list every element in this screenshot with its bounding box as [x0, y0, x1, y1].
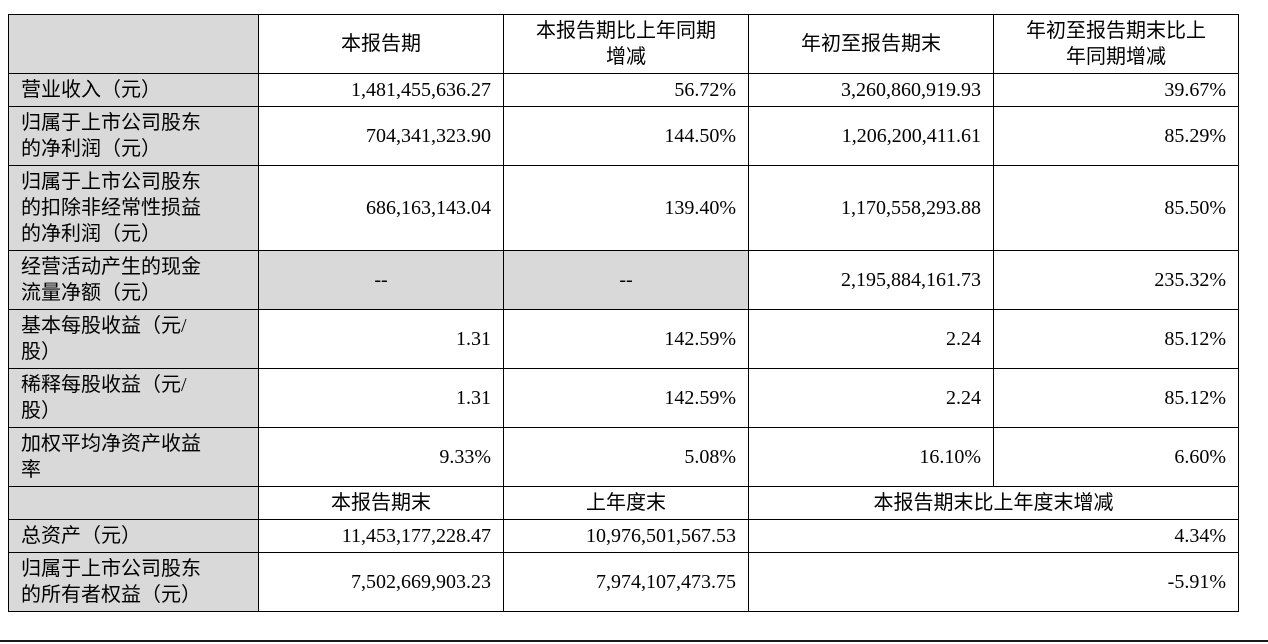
row-owners-equity: 归属于上市公司股东 的所有者权益（元） 7,502,669,903.23 7,9…: [8, 552, 1239, 612]
cell-ytd-yoy: 85.50%: [993, 165, 1239, 251]
row-operating-cash-flow: 经营活动产生的现金 流量净额（元） -- -- 2,195,884,161.73…: [8, 250, 1239, 310]
cell-current-period: 9.33%: [258, 427, 504, 487]
cell-ytd: 2.24: [748, 309, 994, 369]
cell-current-period: 1.31: [258, 368, 504, 428]
header-row-period: 本报告期 本报告期比上年同期 增减 年初至报告期末 年初至报告期末比上 年同期增…: [8, 14, 1239, 74]
row-net-profit-attributable: 归属于上市公司股东 的净利润（元） 704,341,323.90 144.50%…: [8, 106, 1239, 166]
row-label: 归属于上市公司股东 的所有者权益（元）: [8, 552, 259, 612]
row-total-assets: 总资产（元） 11,453,177,228.47 10,976,501,567.…: [8, 519, 1239, 553]
cell-ytd-yoy: 85.12%: [993, 368, 1239, 428]
row-label: 归属于上市公司股东 的净利润（元）: [8, 106, 259, 166]
row-label: 稀释每股收益（元/ 股）: [8, 368, 259, 428]
row-label: 基本每股收益（元/ 股）: [8, 309, 259, 369]
cell-current-period-yoy: 142.59%: [503, 368, 749, 428]
cell-current-period-yoy: 5.08%: [503, 427, 749, 487]
cell-ytd-yoy: 6.60%: [993, 427, 1239, 487]
row-label: 加权平均净资产收益 率: [8, 427, 259, 487]
cell-current-period: 1.31: [258, 309, 504, 369]
row-weighted-avg-roe: 加权平均净资产收益 率 9.33% 5.08% 16.10% 6.60%: [8, 427, 1239, 487]
cell-current-period: --: [258, 250, 504, 310]
cell-current-period-yoy: 142.59%: [503, 309, 749, 369]
row-basic-eps: 基本每股收益（元/ 股） 1.31 142.59% 2.24 85.12%: [8, 309, 1239, 369]
header-current-period-yoy-change: 本报告期比上年同期 增减: [503, 14, 749, 74]
cell-period-end-change: 4.34%: [748, 519, 1239, 553]
row-operating-revenue: 营业收入（元） 1,481,455,636.27 56.72% 3,260,86…: [8, 73, 1239, 107]
cell-current-period: 1,481,455,636.27: [258, 73, 504, 107]
cell-prior-year-end: 10,976,501,567.53: [503, 519, 749, 553]
corner-cell-2: [8, 486, 259, 520]
cell-ytd: 1,206,200,411.61: [748, 106, 994, 166]
row-label: 营业收入（元）: [8, 73, 259, 107]
page-bottom-rule: [0, 640, 1268, 642]
header-period-end-change: 本报告期末比上年度末增减: [748, 486, 1239, 520]
cell-period-end: 11,453,177,228.47: [258, 519, 504, 553]
cell-current-period-yoy: --: [503, 250, 749, 310]
cell-period-end-change: -5.91%: [748, 552, 1239, 612]
cell-ytd-yoy: 235.32%: [993, 250, 1239, 310]
cell-ytd: 3,260,860,919.93: [748, 73, 994, 107]
header-row-period-end: 本报告期末 上年度末 本报告期末比上年度末增减: [8, 486, 1239, 520]
header-ytd-yoy-change: 年初至报告期末比上 年同期增减: [993, 14, 1239, 74]
cell-ytd-yoy: 85.12%: [993, 309, 1239, 369]
cell-ytd: 2,195,884,161.73: [748, 250, 994, 310]
cell-current-period-yoy: 144.50%: [503, 106, 749, 166]
row-label: 归属于上市公司股东 的扣除非经常性损益 的净利润（元）: [8, 165, 259, 251]
header-prior-year-end: 上年度末: [503, 486, 749, 520]
financial-summary-table: 本报告期 本报告期比上年同期 增减 年初至报告期末 年初至报告期末比上 年同期增…: [8, 14, 1239, 612]
cell-current-period: 704,341,323.90: [258, 106, 504, 166]
row-net-profit-excl-nonrecurring: 归属于上市公司股东 的扣除非经常性损益 的净利润（元） 686,163,143.…: [8, 165, 1239, 251]
cell-prior-year-end: 7,974,107,473.75: [503, 552, 749, 612]
header-ytd: 年初至报告期末: [748, 14, 994, 74]
row-label: 经营活动产生的现金 流量净额（元）: [8, 250, 259, 310]
header-period-end: 本报告期末: [258, 486, 504, 520]
cell-current-period: 686,163,143.04: [258, 165, 504, 251]
cell-ytd: 2.24: [748, 368, 994, 428]
cell-ytd-yoy: 39.67%: [993, 73, 1239, 107]
header-current-period: 本报告期: [258, 14, 504, 74]
cell-ytd: 16.10%: [748, 427, 994, 487]
cell-ytd-yoy: 85.29%: [993, 106, 1239, 166]
cell-current-period-yoy: 139.40%: [503, 165, 749, 251]
row-label: 总资产（元）: [8, 519, 259, 553]
cell-ytd: 1,170,558,293.88: [748, 165, 994, 251]
cell-period-end: 7,502,669,903.23: [258, 552, 504, 612]
corner-cell: [8, 14, 259, 74]
row-diluted-eps: 稀释每股收益（元/ 股） 1.31 142.59% 2.24 85.12%: [8, 368, 1239, 428]
cell-current-period-yoy: 56.72%: [503, 73, 749, 107]
